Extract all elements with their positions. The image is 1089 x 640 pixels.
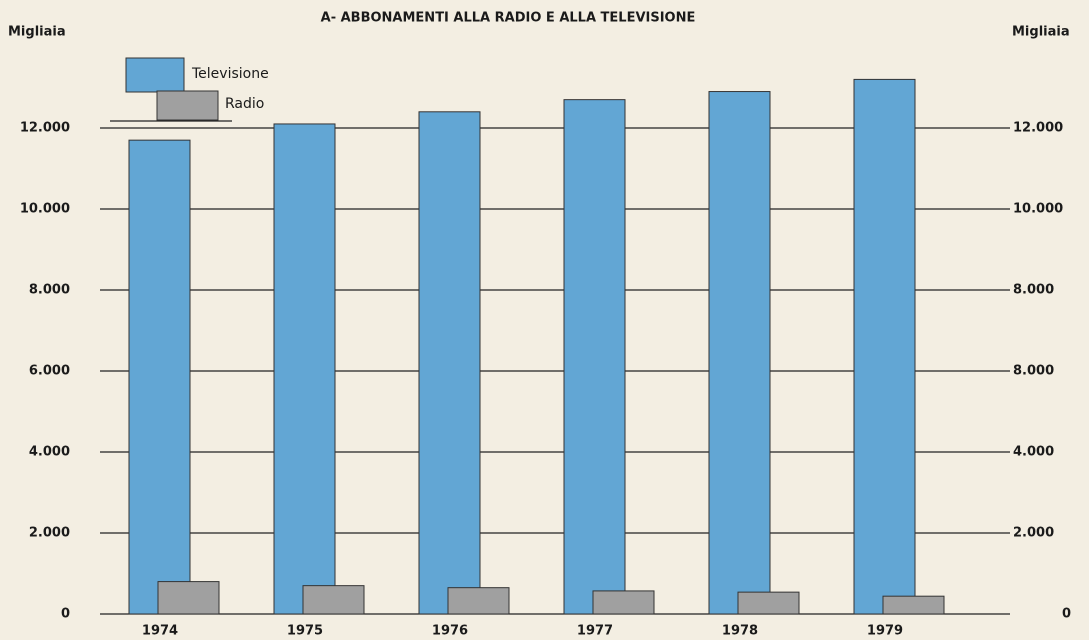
- bar: [273, 123, 336, 615]
- y2-tick-label: 0: [1062, 607, 1071, 622]
- bar: [157, 581, 220, 615]
- chart-title: A- ABBONAMENTI ALLA RADIO E ALLA TELEVIS…: [321, 11, 696, 26]
- x-tick-label: 1979: [867, 624, 903, 639]
- x-tick-label: 1974: [142, 624, 178, 639]
- y-tick-label: 8.000: [29, 283, 70, 298]
- y2-axis-label: Migliaia: [1012, 25, 1070, 40]
- legend-label: Radio: [225, 96, 264, 112]
- bar: [447, 587, 510, 615]
- y2-tick-label: 8.000: [1013, 283, 1054, 298]
- y-tick-label: 10.000: [20, 202, 70, 217]
- legend-swatch: [125, 57, 185, 93]
- bar: [563, 99, 626, 615]
- x-tick-label: 1978: [722, 624, 758, 639]
- bar: [708, 91, 771, 615]
- bar: [418, 111, 481, 615]
- x-tick-label: 1975: [287, 624, 323, 639]
- bar: [592, 590, 655, 615]
- x-tick-label: 1977: [577, 624, 613, 639]
- y2-tick-label: 4.000: [1013, 445, 1054, 460]
- y2-tick-label: 8.000: [1013, 364, 1054, 379]
- y2-tick-label: 2.000: [1013, 526, 1054, 541]
- legend-swatch: [156, 90, 219, 121]
- bar: [128, 139, 191, 615]
- y-tick-label: 0: [61, 607, 70, 622]
- y2-tick-label: 10.000: [1013, 202, 1063, 217]
- y-axis-label: Migliaia: [8, 25, 66, 40]
- y-tick-label: 4.000: [29, 445, 70, 460]
- legend-label: Televisione: [191, 66, 269, 82]
- y2-tick-label: 12.000: [1013, 121, 1063, 136]
- y-tick-label: 6.000: [29, 364, 70, 379]
- bar: [853, 78, 916, 615]
- bar: [882, 595, 945, 615]
- y-tick-label: 2.000: [29, 526, 70, 541]
- bar: [302, 585, 365, 615]
- y-tick-label: 12.000: [20, 121, 70, 136]
- bar: [737, 591, 800, 615]
- x-tick-label: 1976: [432, 624, 468, 639]
